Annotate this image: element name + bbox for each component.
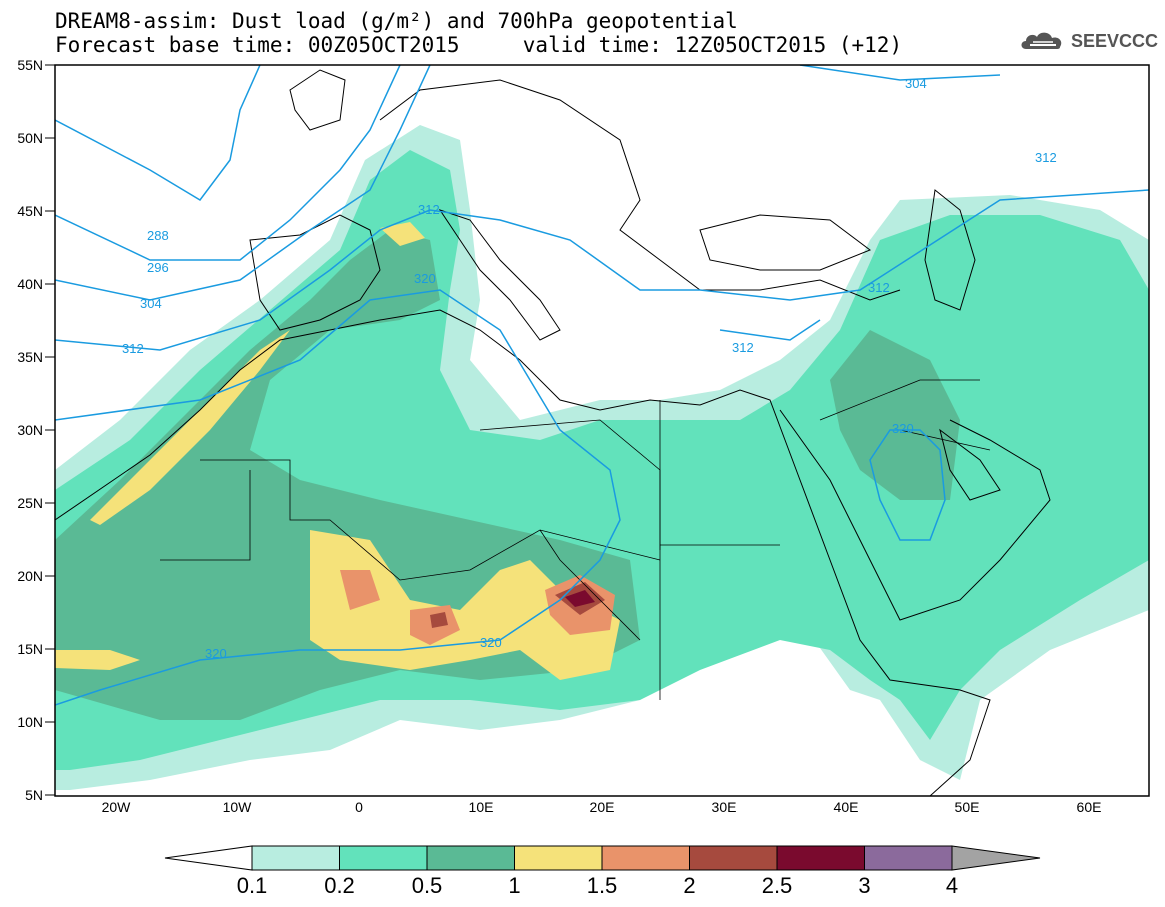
contour-label: 320 xyxy=(414,271,436,286)
border-mauritania xyxy=(160,470,251,561)
dust-area-maroon xyxy=(565,590,595,607)
contour-label: 320 xyxy=(892,421,914,436)
contour-296 xyxy=(55,65,401,261)
contour-label: 304 xyxy=(905,76,927,91)
lon-label: 0 xyxy=(355,799,363,815)
lon-label: 30E xyxy=(712,799,737,815)
lat-label: 35N xyxy=(17,349,43,365)
contour-label: 320 xyxy=(480,635,502,650)
lat-label: 15N xyxy=(17,641,43,657)
contour-label: 312 xyxy=(1035,150,1057,165)
contour-320-arabia xyxy=(869,429,946,541)
lat-ticks xyxy=(45,64,55,796)
dust-field xyxy=(55,125,1149,790)
contour-label: 312 xyxy=(732,340,754,355)
persian-gulf xyxy=(939,428,1001,501)
dust-area-yellow xyxy=(310,530,620,680)
geopotential-contours xyxy=(55,65,1149,706)
dust-area-orange-1 xyxy=(340,570,380,610)
africa-coast xyxy=(55,309,991,796)
uk-coast xyxy=(289,69,346,131)
coastlines xyxy=(55,69,1051,796)
dust-area-yellow-atlantic xyxy=(90,330,290,525)
contour-label: 312 xyxy=(418,202,440,217)
colorbar-swatch xyxy=(776,845,865,871)
lat-label: 25N xyxy=(17,495,43,511)
contour-label: 288 xyxy=(147,228,169,243)
colorbar: 0.1 0.2 0.5 1 1.5 2 2.5 3 4 xyxy=(164,845,1041,898)
lon-label: 40E xyxy=(834,799,859,815)
contour-312-w xyxy=(55,189,1149,351)
contour-label: 312 xyxy=(868,280,890,295)
contour-288 xyxy=(55,65,261,201)
colorbar-min-arrow xyxy=(164,845,253,871)
lon-label: 20W xyxy=(102,799,132,815)
lat-label: 10N xyxy=(17,714,43,730)
black-sea-coast xyxy=(699,214,872,271)
colorbar-label: 1.5 xyxy=(587,873,618,898)
seevccc-logo: SEEVCCC xyxy=(1018,27,1158,57)
lat-label: 55N xyxy=(17,57,43,73)
colorbar-label: 2 xyxy=(683,873,695,898)
colorbar-label: 4 xyxy=(946,873,958,898)
contour-labels: 304 312 288 296 304 312 312 320 312 312 … xyxy=(122,76,1057,661)
dust-area-brown-2 xyxy=(430,612,448,628)
lat-label: 40N xyxy=(17,276,43,292)
lat-label: 20N xyxy=(17,568,43,584)
contour-304-e xyxy=(799,65,1001,81)
arabia-coast xyxy=(779,409,1051,621)
map-title-line2: Forecast base time: 00Z05OCT2015 valid t… xyxy=(55,33,903,57)
lon-label: 20E xyxy=(590,799,615,815)
colorbar-swatch xyxy=(601,845,690,871)
lon-label: 60E xyxy=(1077,799,1102,815)
contour-label: 296 xyxy=(147,260,169,275)
italy-coast xyxy=(438,209,561,341)
caspian-coast xyxy=(924,189,976,311)
colorbar-label: 3 xyxy=(858,873,870,898)
border-saudi xyxy=(899,429,991,451)
colorbar-swatch xyxy=(864,845,953,871)
colorbar-label: 0.1 xyxy=(237,873,268,898)
country-borders xyxy=(160,379,991,700)
lat-axis: 55N 50N 45N 40N 35N 30N 25N 20N 15N 10N … xyxy=(17,57,43,803)
colorbar-swatch xyxy=(426,845,515,871)
lon-label: 10W xyxy=(223,799,253,815)
lon-label: 50E xyxy=(955,799,980,815)
lat-label: 5N xyxy=(25,787,43,803)
colorbar-label: 2.5 xyxy=(762,873,793,898)
colorbar-swatch xyxy=(251,845,340,871)
contour-320 xyxy=(55,289,621,706)
dust-area-yellow-fr xyxy=(380,222,425,246)
colorbar-label: 0.5 xyxy=(412,873,443,898)
colorbar-max-arrow xyxy=(951,845,1041,871)
contour-304-w xyxy=(55,65,431,301)
cloud-icon xyxy=(1021,32,1062,49)
lon-axis: 20W 10W 0 10E 20E 30E 40E 50E 60E xyxy=(102,799,1102,815)
map-title-line1: DREAM8-assim: Dust load (g/m²) and 700hP… xyxy=(55,9,738,33)
colorbar-swatch xyxy=(339,845,428,871)
border-sahel xyxy=(200,459,661,581)
contour-label: 312 xyxy=(122,341,144,356)
lon-label: 10E xyxy=(469,799,494,815)
contour-312-e xyxy=(719,319,821,341)
lat-label: 45N xyxy=(17,203,43,219)
colorbar-swatch xyxy=(514,845,603,871)
logo-text: SEEVCCC xyxy=(1071,31,1159,51)
dust-area-dark-arabia xyxy=(830,330,960,500)
lat-label: 50N xyxy=(17,130,43,146)
dust-area-yellow-w xyxy=(55,650,140,670)
colorbar-label: 1 xyxy=(508,873,520,898)
colorbar-swatch xyxy=(689,845,778,871)
border-iraq xyxy=(819,379,980,421)
lat-label: 30N xyxy=(17,422,43,438)
contour-label: 304 xyxy=(140,296,162,311)
iberia-coast xyxy=(249,214,381,331)
contour-label: 320 xyxy=(205,646,227,661)
europe-coast xyxy=(379,79,901,301)
colorbar-label: 0.2 xyxy=(324,873,355,898)
